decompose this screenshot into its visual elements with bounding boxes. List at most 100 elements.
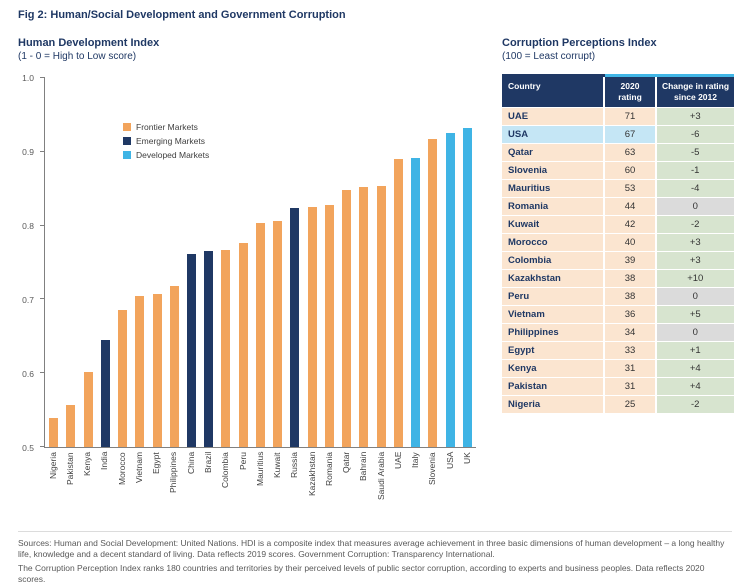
- country-cell: Nigeria: [502, 395, 605, 415]
- table-row: USA 67 -6: [502, 125, 735, 145]
- x-axis-label: UK: [462, 452, 472, 464]
- change-cell: +3: [655, 107, 735, 127]
- table-row: Morocco 40 +3: [502, 233, 735, 253]
- table-header-cell: Change in rating since 2012: [655, 73, 734, 108]
- table-row: Vietnam 36 +5: [502, 305, 735, 325]
- legend-item: Emerging Markets: [123, 136, 209, 146]
- y-tick-mark: [40, 446, 45, 447]
- table-row: Nigeria 25 -2: [502, 395, 735, 415]
- x-axis-label: Brazil: [203, 452, 214, 474]
- bar-philippines: [169, 286, 179, 447]
- change-cell: +3: [655, 233, 735, 253]
- cpi-table-section: Corruption Perceptions Index (100 = Leas…: [502, 37, 736, 415]
- change-cell: -1: [655, 161, 735, 181]
- country-cell: Romania: [502, 197, 605, 217]
- table-subtitle: (100 = Least corrupt): [502, 51, 596, 62]
- country-cell: Qatar: [502, 143, 605, 163]
- legend-label: Frontier Markets: [136, 122, 198, 132]
- rating-cell: 38: [603, 269, 657, 289]
- table-header: Country 2020 rating Change in rating since…: [502, 73, 734, 108]
- change-cell: 0: [655, 287, 735, 307]
- bar-colombia: [221, 249, 231, 447]
- x-axis-label: Saudi Arabia: [375, 452, 386, 501]
- bar-peru: [238, 242, 248, 447]
- rating-cell: 53: [603, 179, 657, 199]
- table-row: Kazakhstan 38 +10: [502, 269, 735, 289]
- x-axis-label: Bahrain: [358, 452, 369, 482]
- x-axis-label: Slovenia: [427, 452, 438, 485]
- country-cell: Kazakhstan: [502, 269, 605, 289]
- bar-romania: [324, 204, 334, 447]
- source-note: Sources: Human and Social Development: U…: [18, 538, 725, 560]
- table-row: Colombia 39 +3: [502, 251, 735, 271]
- rating-cell: 44: [603, 197, 657, 217]
- table-row: Philippines 34 0: [502, 323, 735, 343]
- legend-item: Frontier Markets: [123, 122, 209, 132]
- change-cell: +10: [655, 269, 735, 289]
- bar-india: [100, 340, 110, 447]
- chart-subtitle: (1 - 0 = High to Low score): [18, 51, 137, 62]
- y-tick-label: 0.6: [22, 369, 34, 379]
- country-cell: Egypt: [502, 341, 605, 361]
- change-cell: -2: [655, 395, 735, 415]
- legend-label: Emerging Markets: [136, 136, 205, 146]
- change-cell: -2: [655, 215, 735, 235]
- rating-cell: 31: [603, 359, 657, 379]
- country-cell: Vietnam: [502, 305, 605, 325]
- bars-container: [45, 78, 476, 447]
- rating-cell: 67: [603, 125, 657, 145]
- hdi-bar-chart: 0.5 0.6 0.7 0.8 0.9 1.0 Frontier Markets Emerg…: [18, 73, 480, 530]
- bar-slovenia: [428, 139, 438, 447]
- y-tick-label: 0.5: [22, 443, 34, 453]
- country-cell: Slovenia: [502, 161, 605, 181]
- bar-nigeria: [49, 418, 59, 447]
- x-axis-label: China: [185, 452, 196, 475]
- country-cell: Pakistan: [502, 377, 605, 397]
- bar-bahrain: [359, 187, 369, 447]
- change-cell: +5: [655, 305, 735, 325]
- country-cell: Kenya: [502, 359, 605, 379]
- x-axis-label: Philippines: [168, 452, 179, 494]
- bar-kenya: [83, 372, 93, 447]
- table-row: Romania 44 0: [502, 197, 735, 217]
- table-header-cell: Country: [502, 73, 604, 108]
- rating-cell: 33: [603, 341, 657, 361]
- x-axis-label: USA: [444, 452, 455, 470]
- x-axis-label: Vietnam: [133, 452, 144, 484]
- bar-mauritius: [255, 222, 265, 447]
- legend-swatch-frontier: [123, 123, 131, 131]
- table-row: Peru 38 0: [502, 287, 735, 307]
- bar-pakistan: [66, 404, 76, 447]
- bar-russia: [290, 207, 300, 447]
- rating-cell: 63: [603, 143, 657, 163]
- x-axis-label: Qatar: [341, 452, 352, 474]
- x-axis-label: Kuwait: [272, 452, 283, 478]
- cpi-note: The Corruption Perception Index ranks 18…: [18, 562, 705, 585]
- rating-cell: 71: [603, 107, 657, 127]
- bar-qatar: [342, 190, 352, 447]
- rating-cell: 40: [603, 233, 657, 253]
- bar-uk: [462, 128, 472, 447]
- rating-cell: 36: [603, 305, 657, 325]
- table-row: Qatar 63 -5: [502, 143, 735, 163]
- rating-cell: 38: [603, 287, 657, 307]
- rating-cell: 25: [603, 395, 657, 415]
- table-row: Pakistan 31 +4: [502, 377, 735, 397]
- bar-vietnam: [135, 296, 145, 447]
- cpi-table: Country 2020 rating Change in rating since…: [502, 73, 735, 415]
- y-tick-label: 1.0: [22, 73, 34, 83]
- x-axis-label: Nigeria: [47, 452, 58, 479]
- y-tick-mark: [40, 224, 45, 226]
- x-axis-label: Kazakhstan: [306, 452, 317, 497]
- legend-swatch-emerging: [123, 137, 131, 145]
- legend-swatch-developed: [123, 151, 131, 159]
- x-axis-label: India: [99, 452, 110, 471]
- x-axis-label: UAE: [392, 452, 403, 470]
- chart-legend: Frontier Markets Emerging Markets Develope…: [123, 122, 209, 160]
- x-axis-label: Peru: [237, 452, 248, 470]
- country-cell: Kuwait: [502, 215, 605, 235]
- table-row: Kenya 31 +4: [502, 359, 735, 379]
- bar-china: [186, 254, 196, 447]
- y-tick-mark: [40, 298, 45, 300]
- country-cell: Philippines: [502, 323, 605, 343]
